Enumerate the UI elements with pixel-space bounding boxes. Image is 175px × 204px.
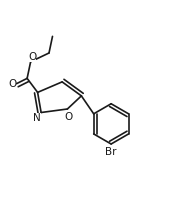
Text: N: N xyxy=(33,113,41,123)
Text: O: O xyxy=(28,51,36,61)
Text: O: O xyxy=(8,79,16,89)
Text: Br: Br xyxy=(105,147,117,157)
Text: O: O xyxy=(64,112,72,122)
